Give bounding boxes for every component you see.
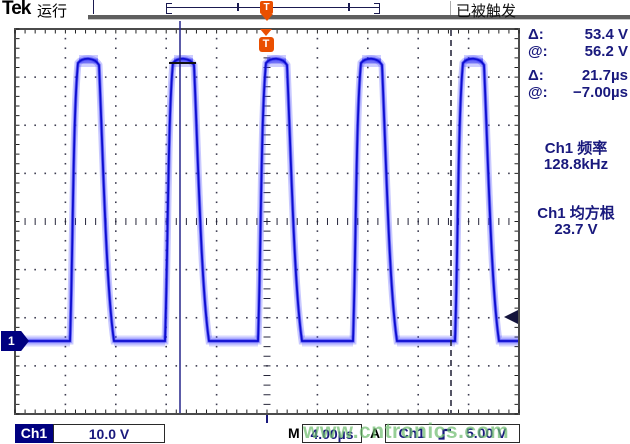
trigger-arrow-down-icon — [260, 29, 272, 36]
record-bar-tick — [348, 3, 350, 11]
ch1-rms-value: 23.7 V — [554, 221, 598, 238]
trigger-position-flag: T — [260, 1, 273, 21]
status-separator — [450, 1, 451, 15]
trigger-source: Ch1 — [398, 425, 425, 441]
channel-1-ground-marker: 1 — [1, 331, 29, 351]
cursor-at-time: @: −7.00µs — [528, 84, 628, 101]
delta-voltage-value: 53.4 V — [584, 26, 628, 43]
ch1-frequency-value: 128.8kHz — [543, 156, 609, 173]
ch1-frequency-measurement: Ch1 频率 128.8kHz — [522, 141, 630, 173]
ch1-scale-readout: 10.0 V — [53, 424, 165, 443]
trigger-point-marker: T — [258, 29, 274, 52]
run-status: 运行 — [37, 3, 68, 20]
trigger-readout: Ch1 5.00 V — [385, 424, 520, 443]
ch1-frequency-label: Ch1 频率 — [544, 140, 608, 157]
ch1-rms-label: Ch1 均方根 — [537, 205, 615, 222]
at-icon: @: — [528, 43, 548, 60]
ch1-waveform-trace — [16, 57, 518, 342]
watermark: www.cntronics.com — [303, 420, 510, 443]
record-bar-left-bracket — [166, 3, 172, 14]
trigger-status: 已被触发 — [456, 3, 517, 20]
trigger-t-icon: T — [260, 1, 273, 14]
trigger-arrow-down-icon — [260, 14, 273, 21]
record-bar-right-bracket — [374, 3, 380, 14]
header-divider — [93, 0, 94, 14]
timebase-readout: 4.00µs — [302, 424, 362, 443]
trigger-t-badge: T — [258, 37, 274, 52]
ch1-badge: Ch1 — [15, 424, 53, 443]
trigger-level-arrow-icon — [504, 310, 518, 324]
delta-icon: Δ: — [528, 26, 544, 43]
timebase-label: M — [288, 425, 300, 441]
rising-edge-icon — [438, 428, 452, 440]
tek-logo: Tek — [2, 0, 31, 19]
delta-icon: Δ: — [528, 67, 544, 84]
delta-time-value: 21.7µs — [581, 67, 628, 84]
header-rule — [88, 15, 630, 20]
trigger-menu-label: A — [370, 425, 381, 441]
at-time-value: −7.00µs — [573, 84, 628, 101]
at-icon: @: — [528, 84, 548, 101]
cursor-at-voltage: @: 56.2 V — [528, 43, 628, 60]
cursor-delta-time: Δ: 21.7µs — [528, 67, 628, 84]
cursor-delta-voltage: Δ: 53.4 V — [528, 26, 628, 43]
trigger-level-value: 5.00 V — [466, 425, 507, 441]
at-voltage-value: 56.2 V — [584, 43, 628, 60]
record-bar-tick — [237, 3, 239, 11]
ch1-rms-measurement: Ch1 均方根 23.7 V — [522, 206, 630, 238]
